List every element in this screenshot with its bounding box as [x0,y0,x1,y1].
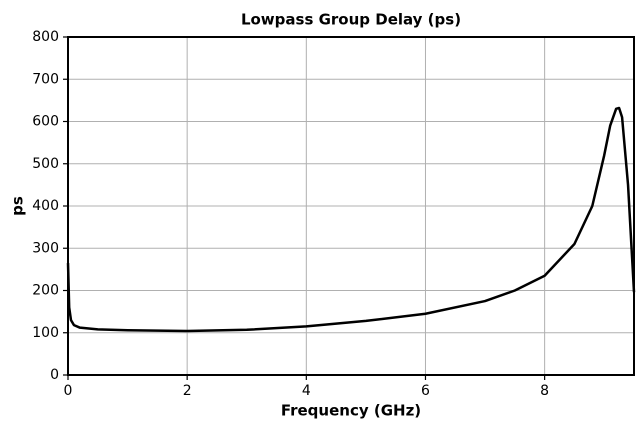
plot-frame [67,36,635,376]
y-tick-label: 200 [32,283,59,299]
x-axis-label: Frequency (GHz) [281,402,421,420]
x-tick-label: 8 [540,383,549,399]
y-tick-label: 0 [50,367,59,383]
y-tick-label: 600 [32,114,59,130]
x-tick-label: 6 [421,383,430,399]
y-tick-label: 300 [32,240,59,256]
x-tick-label: 2 [183,383,192,399]
y-tick-label: 400 [32,198,59,214]
chart-title: Lowpass Group Delay (ps) [241,11,461,29]
y-tick-label: 500 [32,156,59,172]
x-tick-label: 0 [64,383,73,399]
y-tick-label: 100 [32,325,59,341]
y-tick-label: 700 [32,71,59,87]
x-tick-label: 4 [302,383,311,399]
line [66,106,636,333]
y-tick-label: 800 [32,29,59,45]
y-axis-label: ps [9,196,27,216]
